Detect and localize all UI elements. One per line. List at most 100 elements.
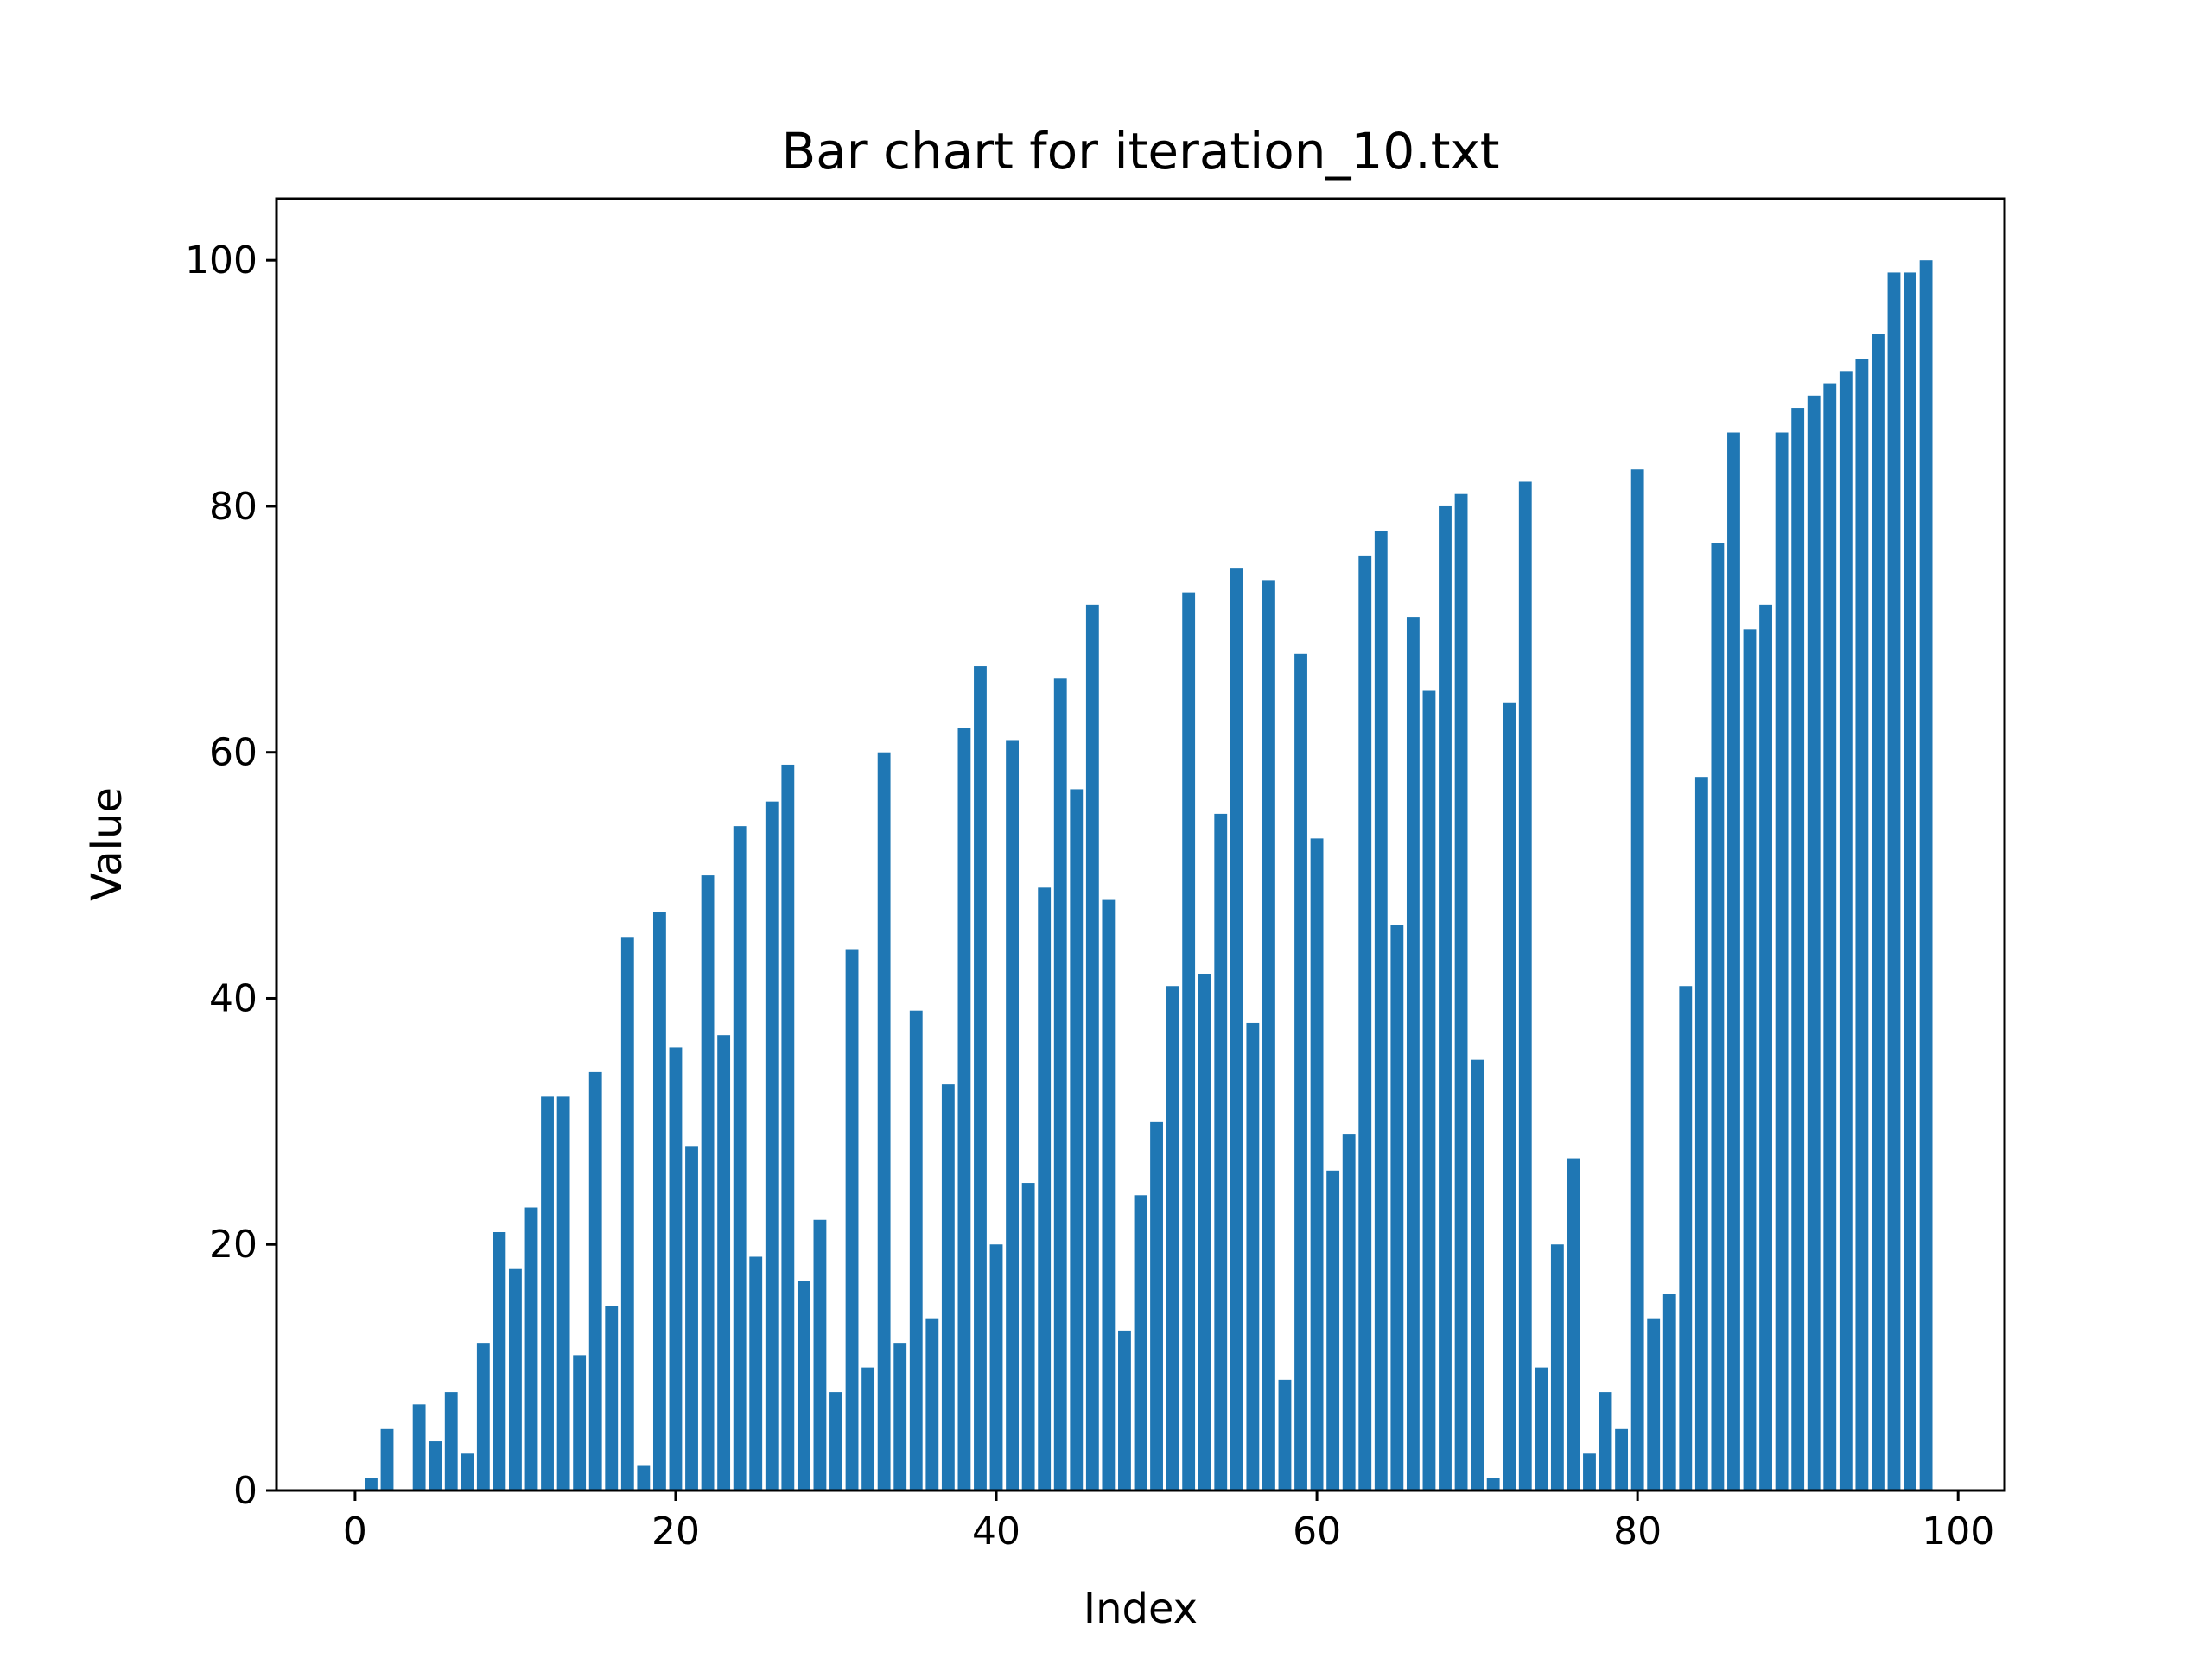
bar-36 [925,1318,939,1491]
bar-4 [412,1404,426,1491]
bar-14 [573,1355,587,1491]
bar-81 [1647,1318,1661,1491]
bar-58 [1278,1379,1292,1491]
bar-45 [1070,789,1084,1491]
bar-39 [974,666,987,1491]
bar-8 [476,1343,490,1491]
bar-85 [1711,543,1725,1491]
bar-29 [813,1219,827,1491]
bar-16 [605,1306,619,1491]
bar-23 [717,1035,731,1491]
bar-38 [957,728,971,1491]
bar-33 [877,752,891,1491]
bar-97 [1904,272,1916,1491]
bar-88 [1759,604,1772,1491]
bar-37 [941,1084,955,1491]
bar-1 [365,1478,378,1491]
bar-32 [861,1367,875,1491]
bar-80 [1630,469,1644,1491]
bar-74 [1535,1367,1548,1491]
bar-35 [909,1010,923,1491]
bar-11 [524,1207,538,1491]
x-axis-ticks: 0 20 40 60 80 100 [343,1491,1994,1554]
bar-83 [1679,986,1693,1491]
bar-12 [541,1096,554,1491]
bar-31 [845,949,859,1491]
x-tick-label: 60 [1293,1510,1341,1554]
bar-94 [1855,359,1869,1491]
bar-30 [830,1392,842,1491]
bar-89 [1775,432,1789,1491]
bar-10 [509,1268,522,1491]
bar-18 [637,1465,651,1491]
x-tick-label: 20 [652,1510,700,1554]
bar-86 [1727,432,1740,1491]
bar-15 [588,1071,602,1491]
bar-82 [1662,1294,1676,1491]
chart-title: Bar chart for iteration_10.txt [781,122,1499,181]
bar-96 [1887,272,1901,1491]
y-axis-ticks: 0 20 40 60 80 100 [185,238,276,1513]
x-tick-label: 0 [343,1510,367,1554]
y-tick-label: 60 [209,731,257,775]
bar-56 [1246,1022,1260,1491]
x-tick-label: 40 [972,1510,1020,1554]
bar-98 [1919,260,1933,1491]
bar-78 [1599,1392,1612,1491]
bar-22 [701,875,715,1491]
bar-48 [1118,1330,1131,1491]
bar-70 [1471,1059,1484,1491]
bar-55 [1230,568,1243,1491]
bar-79 [1615,1428,1629,1491]
bar-27 [781,764,795,1491]
x-tick-label: 100 [1922,1510,1994,1554]
bar-62 [1342,1134,1356,1491]
bar-95 [1872,334,1885,1491]
y-axis-label: Value [83,787,131,901]
bar-63 [1358,555,1372,1491]
bar-26 [765,801,779,1491]
bar-28 [797,1281,810,1491]
bar-46 [1085,604,1099,1491]
y-tick-label: 0 [233,1469,257,1513]
bar-17 [620,937,634,1491]
bar-43 [1038,887,1052,1491]
bar-60 [1310,838,1324,1491]
bar-5 [429,1441,442,1491]
bar-68 [1439,505,1452,1491]
bar-84 [1694,777,1708,1491]
bar-34 [893,1343,907,1491]
bar-66 [1406,617,1420,1491]
bar-67 [1422,690,1436,1491]
bar-9 [493,1232,506,1491]
bar-50 [1150,1121,1163,1491]
bar-91 [1807,395,1821,1491]
bar-53 [1198,974,1211,1491]
bar-20 [669,1047,683,1491]
bar-71 [1486,1478,1500,1491]
bar-69 [1454,493,1468,1491]
bars-group [365,260,1933,1491]
bar-54 [1214,813,1228,1491]
bar-7 [461,1453,474,1491]
bar-6 [444,1392,458,1491]
bar-52 [1182,592,1196,1491]
bar-90 [1791,408,1805,1491]
bar-61 [1326,1170,1340,1491]
bar-93 [1839,371,1853,1491]
y-tick-label: 80 [209,485,257,529]
bar-72 [1503,702,1516,1491]
bar-57 [1262,580,1275,1491]
y-tick-label: 40 [209,976,257,1020]
bar-51 [1166,986,1179,1491]
bar-21 [685,1146,698,1491]
bar-41 [1006,740,1019,1491]
bar-19 [652,912,666,1491]
y-tick-label: 100 [185,238,257,283]
bar-75 [1550,1244,1564,1491]
bar-76 [1567,1158,1580,1491]
bar-13 [556,1096,570,1491]
bar-59 [1294,653,1307,1491]
bar-2 [380,1428,394,1491]
